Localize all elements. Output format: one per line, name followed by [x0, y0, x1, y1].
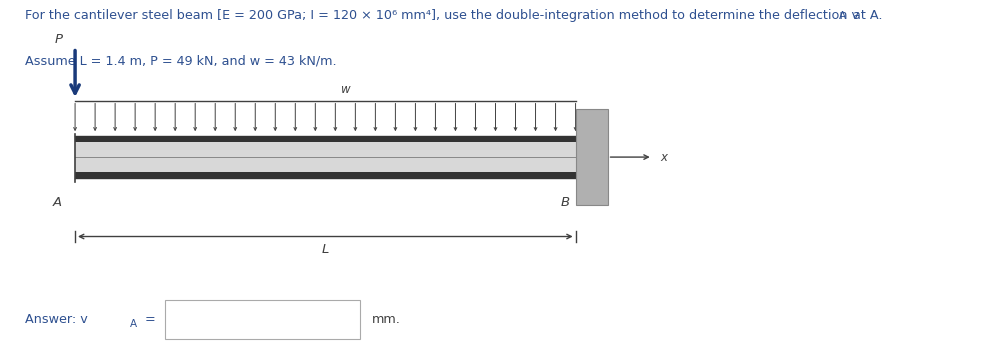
Text: Assume L = 1.4 m, P = 49 kN, and w = 43 kN/m.: Assume L = 1.4 m, P = 49 kN, and w = 43 … [25, 55, 336, 68]
Bar [576, 109, 608, 205]
Text: P: P [55, 33, 63, 46]
Text: =: = [141, 313, 156, 326]
Bar [75, 136, 576, 178]
Text: B: B [561, 196, 571, 209]
Text: w: w [340, 83, 350, 96]
Bar [75, 136, 576, 142]
Text: at A.: at A. [849, 9, 882, 22]
Text: A: A [130, 319, 137, 329]
Bar [165, 300, 360, 339]
Bar [75, 172, 576, 178]
Text: Answer: v: Answer: v [25, 313, 88, 326]
Text: A: A [839, 11, 846, 21]
Text: mm.: mm. [372, 313, 401, 326]
Text: For the cantilever steel beam [E = 200 GPa; I = 120 × 10⁶ mm⁴], use the double-i: For the cantilever steel beam [E = 200 G… [25, 9, 859, 22]
Text: L: L [321, 243, 329, 256]
Text: x: x [661, 151, 668, 163]
Text: A: A [52, 196, 62, 209]
